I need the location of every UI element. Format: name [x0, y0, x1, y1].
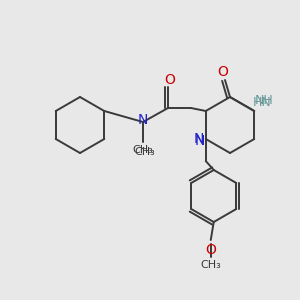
Text: O: O	[218, 65, 228, 79]
Text: O: O	[165, 73, 176, 87]
Text: N: N	[195, 134, 205, 148]
Text: N: N	[194, 132, 204, 146]
Text: N: N	[138, 113, 148, 127]
Text: CH₃: CH₃	[200, 260, 221, 270]
Text: HN: HN	[253, 97, 272, 110]
Text: NH: NH	[255, 94, 274, 107]
Text: O: O	[205, 243, 216, 257]
Text: CH₃: CH₃	[135, 147, 155, 157]
Text: CH₃: CH₃	[133, 145, 153, 155]
